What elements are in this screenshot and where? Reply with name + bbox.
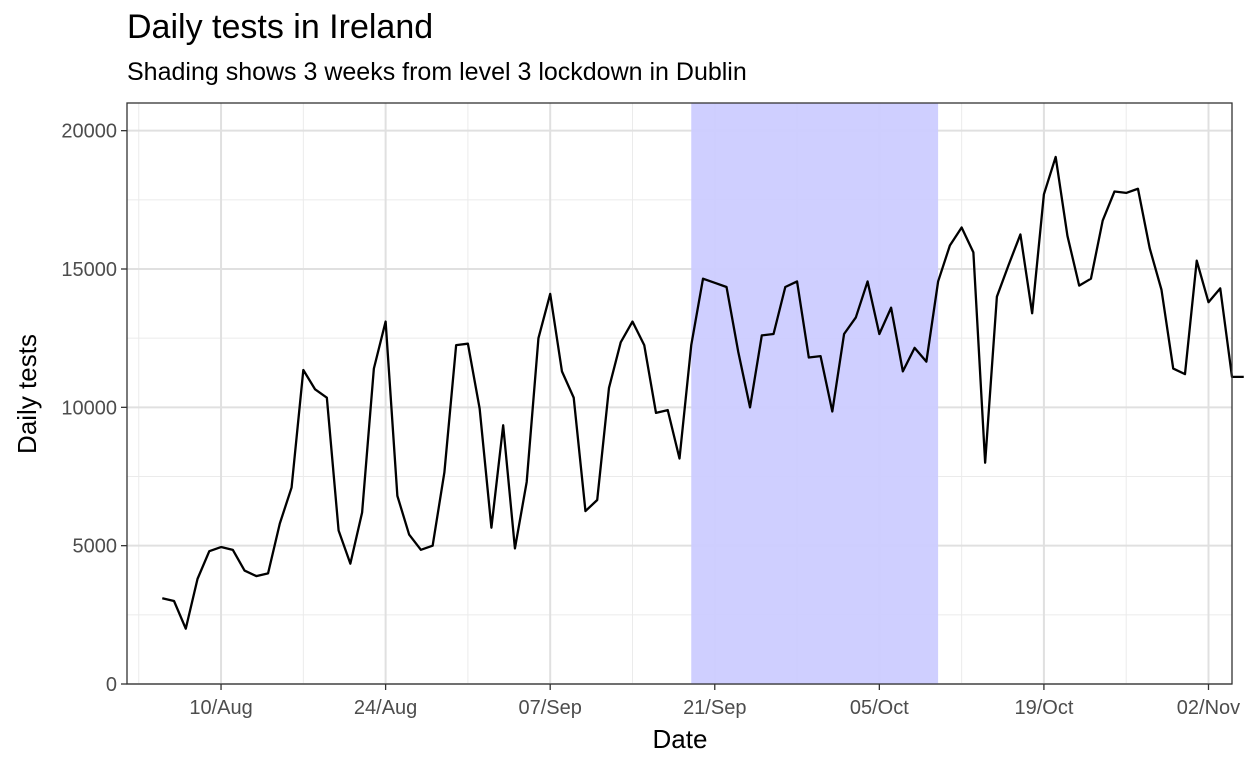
x-axis: 10/Aug 24/Aug 07/Sep 21/Sep 05/Oct 19/Oct 02/N… <box>189 684 1240 719</box>
y-tick-label: 5000 <box>73 536 118 558</box>
x-tick-label: 10/Aug <box>189 697 252 719</box>
x-tick-label: 05/Oct <box>850 697 909 719</box>
series-layer <box>162 155 1244 630</box>
x-tick-label: 07/Sep <box>518 697 581 719</box>
y-axis: 0 5000 10000 15000 20000 <box>61 121 127 696</box>
lockdown-shading <box>691 103 939 684</box>
x-tick-label: 21/Sep <box>683 697 746 719</box>
plot-panel <box>127 103 1232 684</box>
lockdown-shading-layer <box>691 103 939 684</box>
chart-subtitle: Shading shows 3 weeks from level 3 lockd… <box>127 58 747 86</box>
chart-title: Daily tests in Ireland <box>127 8 434 46</box>
plot-border <box>126 102 1233 685</box>
y-tick-label: 20000 <box>61 121 117 143</box>
x-tick-label: 02/Nov <box>1177 697 1240 719</box>
x-axis-title: Date <box>653 724 708 754</box>
y-tick-label: 10000 <box>61 397 117 419</box>
y-axis-title: Daily tests <box>12 334 42 454</box>
x-tick-label: 24/Aug <box>354 697 417 719</box>
y-tick-label: 15000 <box>61 259 117 281</box>
x-tick-label: 19/Oct <box>1014 697 1073 719</box>
y-tick-label: 0 <box>106 674 117 696</box>
